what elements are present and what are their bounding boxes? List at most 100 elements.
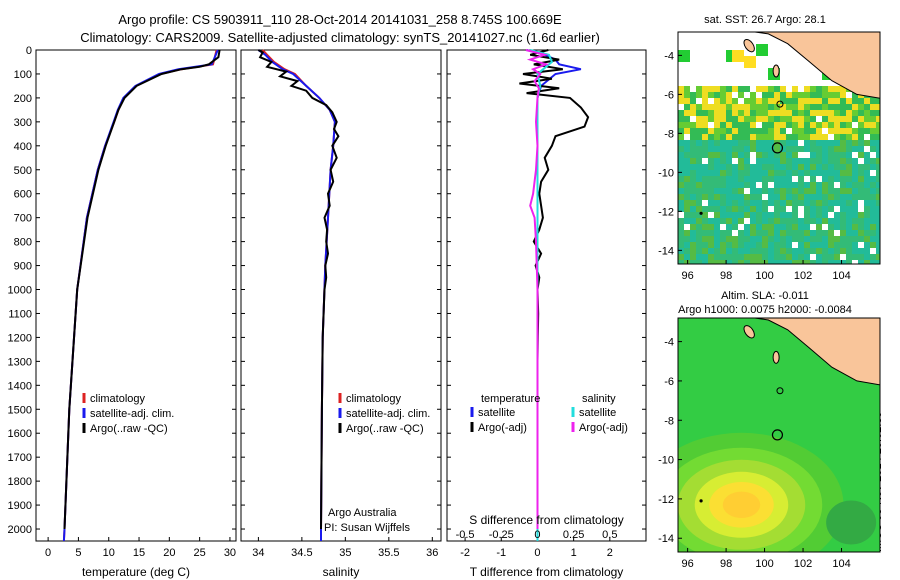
sst-pixel (846, 98, 852, 104)
sst-pixel (756, 182, 762, 188)
sst-pixel (714, 242, 720, 248)
sst-pixel (708, 92, 714, 98)
sst-pixel (702, 224, 708, 230)
sst-pixel (834, 104, 840, 110)
sst-pixel (750, 254, 756, 260)
sst-pixel (690, 206, 696, 212)
sst-pixel (774, 116, 780, 122)
sst-pixel (870, 236, 876, 242)
map-x-tick-label: 98 (720, 558, 732, 570)
island (772, 350, 780, 364)
sst-pixel (870, 182, 876, 188)
sst-pixel (726, 188, 732, 194)
sst-pixel (714, 116, 720, 122)
sst-pixel (720, 110, 726, 116)
y-tick-label: 1700 (8, 452, 32, 464)
sst-pixel (768, 212, 774, 218)
sst-pixel (816, 230, 822, 236)
sst-pixel (822, 110, 828, 116)
land-mass (754, 32, 880, 99)
y-tick-label: 700 (14, 213, 32, 225)
sst-pixel (870, 242, 876, 248)
sst-pixel (732, 164, 738, 170)
sst-pixel (822, 152, 828, 158)
sst-pixel (816, 104, 822, 110)
sst-pixel (774, 230, 780, 236)
sst-pixel (726, 146, 732, 152)
sst-pixel (798, 182, 804, 188)
sst-pixel (798, 236, 804, 242)
sst-pixel (714, 230, 720, 236)
sst-pixel (756, 242, 762, 248)
sst-pixel (852, 194, 858, 200)
sst-pixel (870, 260, 876, 264)
sst-pixel (690, 92, 696, 98)
sst-pixel (828, 230, 834, 236)
sst-pixel (678, 164, 684, 170)
sst-pixel (768, 110, 774, 116)
sst-pixel (846, 194, 852, 200)
sst-pixel (780, 176, 786, 182)
sst-pixel (816, 170, 822, 176)
sst-pixel (816, 92, 822, 98)
sst-pixel (690, 134, 696, 140)
sst-pixel (786, 170, 792, 176)
sst-pixel (828, 140, 834, 146)
sst-pixel (732, 170, 738, 176)
sst-pixel (678, 176, 684, 182)
sst-pixel (858, 164, 864, 170)
sst-pixel (834, 116, 840, 122)
sst-pixel (810, 260, 816, 264)
sst-pixel (726, 122, 732, 128)
sst-pixel (762, 176, 768, 182)
sst-pixel (816, 218, 822, 224)
sst-pixel (780, 260, 786, 264)
sst-pixel (840, 200, 846, 206)
sst-pixel (756, 134, 762, 140)
map-y-tick-label: -8 (664, 128, 674, 140)
legend-diff-temperature-entry-1: Argo(-adj) (478, 422, 527, 434)
sst-pixel (750, 140, 756, 146)
sst-pixel (876, 236, 880, 242)
legend-diff-heading-salinity: salinity (582, 393, 616, 405)
sst-pixel (684, 254, 690, 260)
legend-diff-salinity-entry-0: satellite (579, 407, 616, 419)
sst-pixel (864, 176, 870, 182)
sst-pixel (732, 50, 744, 62)
sst-pixel (792, 260, 798, 264)
sst-pixel (852, 140, 858, 146)
sst-pixel (804, 230, 810, 236)
sst-pixel (768, 122, 774, 128)
sst-pixel (852, 236, 858, 242)
sst-pixel (756, 158, 762, 164)
plot-frame-salinity (240, 49, 442, 542)
sst-pixel (798, 206, 804, 212)
sst-pixel (840, 188, 846, 194)
annotation-pi: PI: Susan Wijffels (324, 522, 410, 534)
sst-pixel (852, 164, 858, 170)
sst-pixel (792, 236, 798, 242)
sst-pixel (684, 104, 690, 110)
sst-pixel (792, 242, 798, 248)
sst-pixel (744, 56, 756, 68)
series-line-temperature-2 (63, 49, 221, 530)
legend-salinity-entry-0: climatology (346, 393, 402, 405)
sst-pixel (750, 158, 756, 164)
sst-pixel (708, 122, 714, 128)
sst-pixel (822, 242, 828, 248)
sst-pixel (678, 134, 684, 140)
sst-pixel (738, 206, 744, 212)
sst-pixel (726, 242, 732, 248)
sst-pixel (684, 212, 690, 218)
sst-pixel (786, 140, 792, 146)
sst-pixel (714, 248, 720, 254)
sst-pixel (876, 128, 880, 134)
sst-pixel (864, 260, 870, 264)
sst-pixel (816, 200, 822, 206)
sst-pixel (744, 182, 750, 188)
island-dot (699, 499, 703, 503)
sst-pixel (834, 86, 840, 92)
sst-pixel (810, 152, 816, 158)
sst-pixel (858, 206, 864, 212)
sst-pixel (708, 128, 714, 134)
